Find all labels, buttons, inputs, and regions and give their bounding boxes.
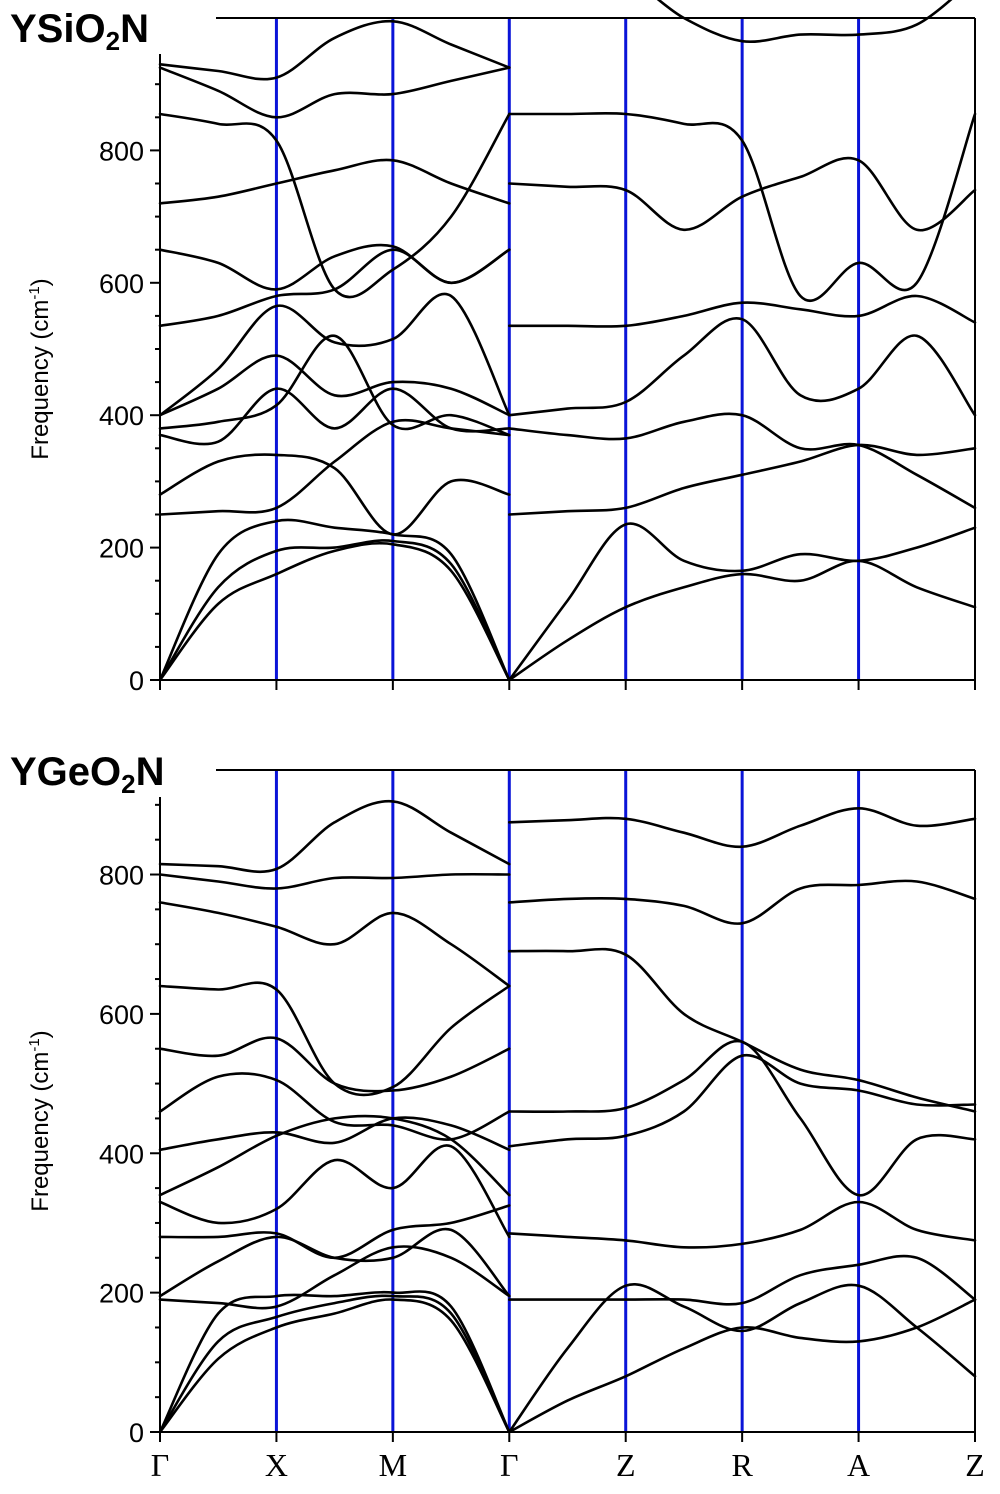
y-axis-label: Frequency (cm-1): [26, 278, 54, 459]
title-background: [6, 2, 216, 54]
band-line: [158, 872, 511, 890]
band-line: [158, 1114, 511, 1197]
band-line: [508, 1298, 977, 1434]
x-tick-label-A: A: [847, 1447, 870, 1483]
band-line: [158, 799, 511, 874]
panel-title: YGeO2N: [10, 750, 165, 799]
band-line: [158, 66, 511, 119]
y-axis-label: Frequency (cm-1): [26, 1030, 54, 1211]
band-line: [158, 1072, 511, 1141]
y-tick-label: 400: [99, 401, 144, 431]
band-line: [508, 316, 977, 417]
band-line: [158, 1298, 511, 1434]
band-line: [508, 1053, 977, 1148]
x-tick-label-Γ: Γ: [500, 1447, 519, 1483]
y-tick-label: 800: [99, 861, 144, 891]
band-line: [158, 1227, 511, 1298]
band-line: [158, 387, 511, 446]
band-line: [656, 0, 953, 44]
panel-1: 02004006008001000Frequency (cm-1)YSiO2N: [6, 0, 977, 696]
band-line: [508, 559, 977, 682]
band-line: [158, 112, 511, 299]
band-line: [158, 1204, 511, 1260]
y-tick-label: 0: [129, 1418, 144, 1448]
y-tick-label: 200: [99, 534, 144, 564]
band-line: [158, 539, 511, 682]
band-line: [158, 1116, 511, 1152]
band-line: [158, 1144, 511, 1239]
x-tick-label-R: R: [731, 1447, 753, 1483]
band-line: [158, 518, 511, 682]
y-tick-label: 200: [99, 1279, 144, 1309]
band-line: [158, 901, 511, 988]
y-tick-label: 600: [99, 1000, 144, 1030]
band-line: [508, 111, 977, 303]
band-line: [508, 412, 977, 510]
band-line: [508, 807, 977, 849]
y-tick-label: 600: [99, 269, 144, 299]
y-tick-label: 0: [129, 666, 144, 696]
x-tick-label-Z: Z: [616, 1447, 636, 1483]
x-tick-label-Γ: Γ: [151, 1447, 170, 1483]
band-line: [508, 879, 977, 925]
band-line: [508, 522, 977, 682]
band-line: [158, 334, 511, 437]
band-line: [158, 354, 511, 417]
band-line: [508, 156, 977, 232]
band-line: [508, 947, 977, 1113]
band-line: [508, 1254, 977, 1306]
band-line: [158, 1290, 511, 1434]
panel-2: 0 200 400 600 800 Γ X M Γ Z R A Z Frequency (cm-1) YGe…: [6, 745, 985, 1483]
band-line: [158, 1245, 511, 1310]
band-line: [158, 541, 511, 682]
y-tick-label: 400: [99, 1139, 144, 1169]
band-line: [158, 158, 511, 205]
band-line: [508, 443, 977, 516]
x-tick-label-X: X: [265, 1447, 288, 1483]
band-line: [158, 453, 511, 536]
band-line: [158, 243, 511, 291]
band-line: [158, 981, 511, 1097]
band-line: [158, 292, 511, 417]
x-tick-label-Z: Z: [965, 1447, 985, 1483]
y-tick-label: 800: [99, 136, 144, 166]
panel-title: YSiO2N: [10, 7, 149, 56]
band-line: [158, 1294, 511, 1434]
band-line: [158, 19, 511, 81]
band-line: [508, 294, 977, 328]
x-tick-label-M: M: [379, 1447, 407, 1483]
title-background: [6, 745, 216, 797]
band-line: [508, 1200, 977, 1249]
band-line: [508, 1283, 977, 1434]
